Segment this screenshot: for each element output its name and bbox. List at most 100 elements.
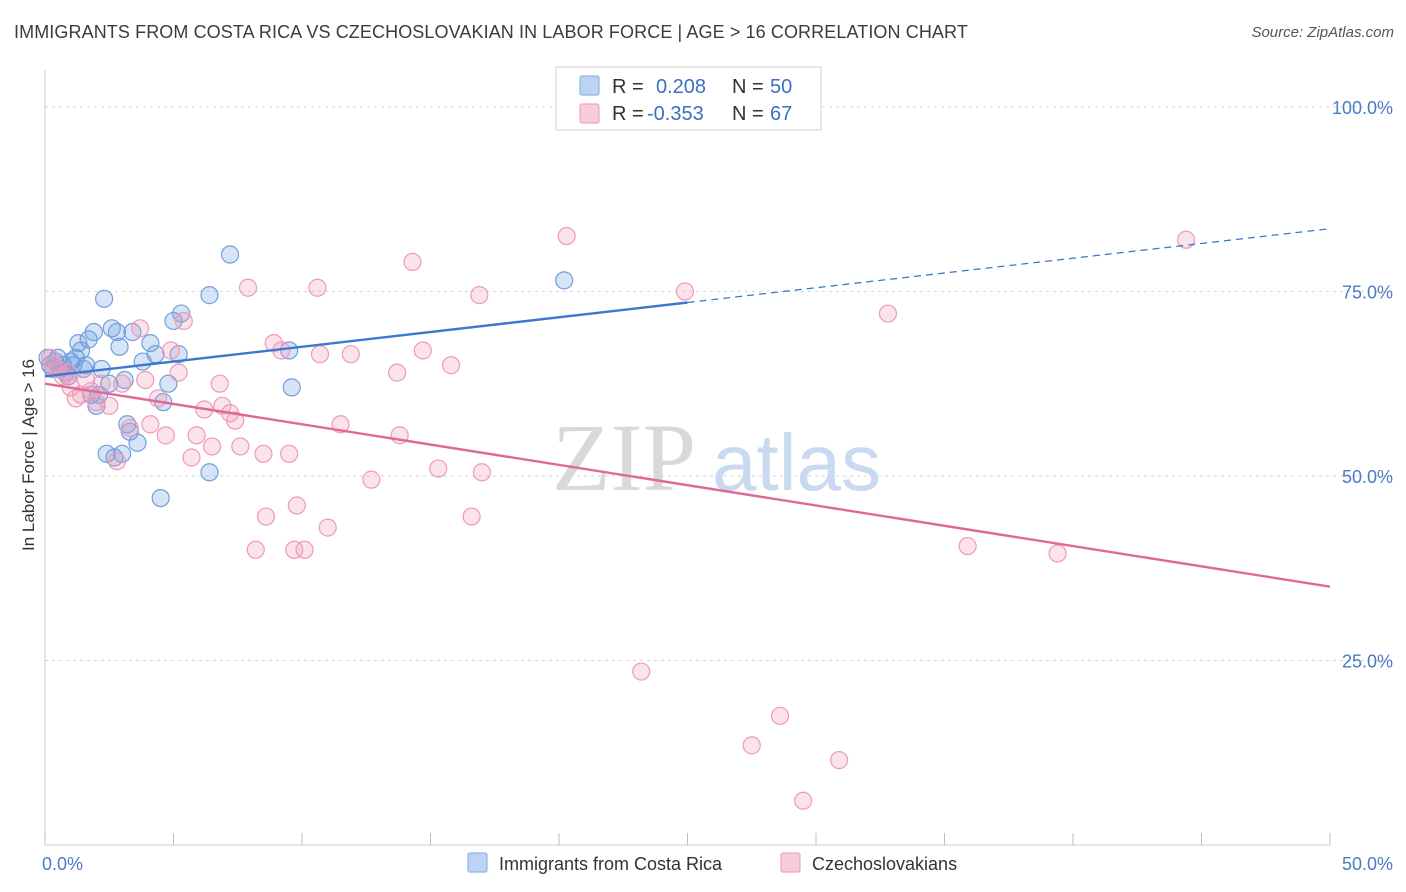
czechoslovakian-point-68 [1176,230,1196,249]
axes [44,70,1331,846]
czechoslovakian-point-14 [112,374,132,393]
czechoslovakian-point-53 [429,459,448,478]
watermark-zip: ZIP [552,404,696,511]
x-tick-label-max: 50.0% [1342,854,1393,874]
costa-rica-point-34 [128,433,147,452]
legend-box: R = 0.208 N = 50 R = -0.353 N = 67 [555,66,822,131]
costa-rica-point-12 [69,333,88,353]
legend-r-value-2: -0.353 [647,103,704,125]
czechoslovakian-point-33 [238,278,258,297]
costa-rica-point-15 [77,356,96,375]
gridlines [45,106,1392,661]
czechoslovakian-point-11 [92,374,111,393]
czechoslovakian-point-35 [254,444,273,463]
costa-rica-point-37 [146,345,165,364]
czechoslovakian-point-16 [130,319,150,338]
legend-n-value-2: 67 [770,103,792,125]
czechoslovakian-point-13 [107,452,127,471]
y-tick-label-2: 75.0% [1342,282,1393,302]
legend-swatch-blue [579,75,600,96]
czechoslovakian-point-19 [148,389,168,408]
czechoslovakian-point-12 [100,396,119,415]
trend-lines [44,228,1331,588]
czechoslovakian-point-66 [958,536,977,556]
costa-rica-point-41 [164,311,183,331]
czechoslovakian-point-65 [878,304,898,323]
chart-title: IMMIGRANTS FROM COSTA RICA VS CZECHOSLOV… [14,22,968,42]
x-tick-label-min: 0.0% [42,854,83,874]
czechoslovakian-point-48 [362,470,381,489]
series-legend-label-1: Immigrants from Costa Rica [499,854,723,874]
czechoslovakian-point-56 [470,286,489,305]
czechoslovakian-point-58 [557,226,576,246]
czechoslovakian-point-21 [161,341,181,360]
costa-rica-point-48 [282,378,301,397]
czechoslovakian-point-31 [226,411,245,430]
y-tick-label-3: 100.0% [1332,98,1393,118]
costa-rica-point-42 [172,304,191,323]
czechoslovakian-point-51 [403,252,422,272]
czechoslovakian-point-47 [341,345,360,364]
czechoslovakian-point-52 [413,341,432,360]
czechoslovakian-point-34 [246,540,265,559]
czechoslovakian-point-59 [632,662,651,681]
series-legend-swatch-pink [780,852,801,873]
legend-r-value-1: 0.208 [656,76,706,98]
costa-rica-point-36 [141,333,160,353]
watermark-atlas: atlas [712,418,881,507]
series-legend-swatch-blue [467,852,488,873]
czechoslovakian-point-15 [120,418,139,438]
legend-n-value-1: 50 [770,76,792,98]
czechoslovakian-point-36 [256,507,276,526]
legend-n-label-1: N = [732,76,764,98]
costa-rica-point-22 [95,289,114,308]
czechoslovakian-point-44 [310,345,330,364]
watermark: ZIP atlas [552,404,881,511]
y-tick-label-1: 50.0% [1342,467,1393,487]
costa-rica-trend-extension [687,228,1331,304]
czechoslovakian-point-63 [794,791,813,810]
czechoslovakian-point-41 [287,496,306,515]
czechoslovakian-point-42 [295,540,314,559]
legend-swatch-pink [579,103,600,124]
data-points [38,226,1196,810]
czechoslovakian-point-61 [742,736,761,755]
czechoslovakian-point-25 [187,426,206,445]
costa-rica-point-44 [200,286,219,305]
legend-n-label-2: N = [732,103,764,125]
czechoslovakian-point-32 [231,437,250,456]
costa-rica-point-40 [159,374,178,393]
czechoslovakian-point-62 [770,706,790,725]
czechoslovakian-trend-line [44,382,1331,588]
czechoslovakian-point-22 [169,363,188,382]
series-legend: Immigrants from Costa Rica Czechoslovaki… [467,852,957,874]
czechoslovakian-point-28 [210,374,229,393]
czechoslovakian-point-27 [202,437,222,456]
czechoslovakian-point-23 [174,311,193,331]
costa-rica-point-45 [200,463,219,482]
czechoslovakian-point-39 [280,444,299,463]
czechoslovakian-point-45 [318,518,337,537]
source-label: Source: ZipAtlas.com [1251,24,1394,41]
legend-r-label-1: R = [612,76,644,98]
y-axis-title: In Labor Force | Age > 16 [19,359,38,551]
czechoslovakian-point-57 [472,463,491,482]
czechoslovakian-point-64 [830,751,849,770]
costa-rica-point-38 [151,488,170,508]
czechoslovakian-point-55 [462,507,481,526]
czechoslovakian-point-43 [308,278,327,297]
costa-rica-point-27 [107,322,127,342]
costa-rica-point-24 [100,374,119,393]
czechoslovakian-point-67 [1048,544,1067,563]
czechoslovakian-point-54 [441,356,461,375]
czechoslovakian-point-18 [141,415,160,434]
czechoslovakian-point-49 [387,363,407,382]
costa-rica-point-46 [220,245,240,264]
y-tick-label-0: 25.0% [1342,651,1393,671]
legend-r-label-2: R = [612,103,644,125]
czechoslovakian-point-24 [182,448,201,467]
czechoslovakian-point-20 [156,426,175,445]
czechoslovakian-point-40 [285,540,304,559]
